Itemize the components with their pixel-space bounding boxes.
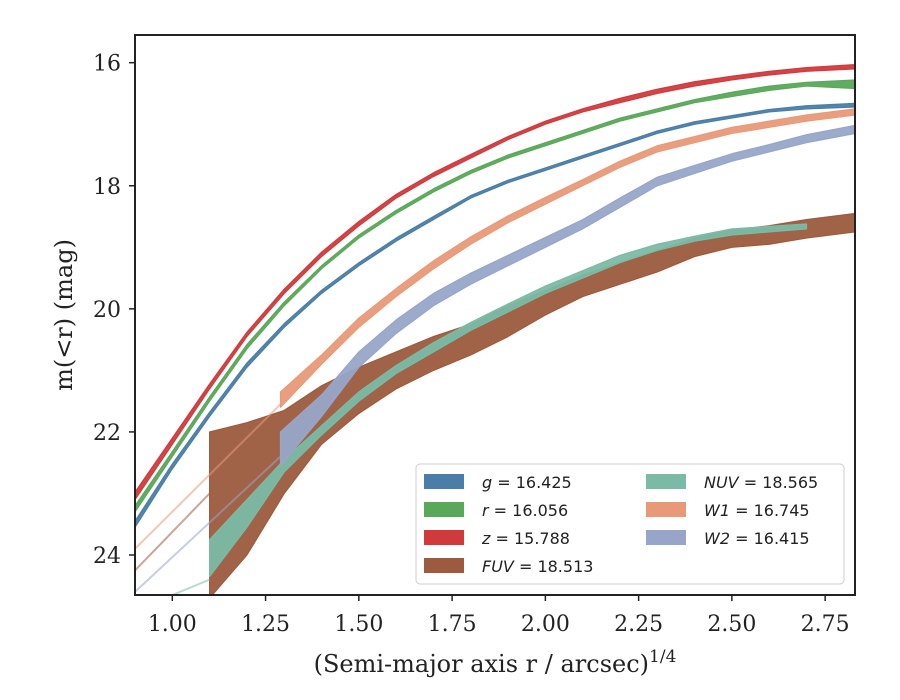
- x-tick-label: 2.75: [801, 612, 850, 637]
- x-axis-label-text: (Semi-major axis r / arcsec): [314, 650, 649, 678]
- legend-label-g: g = 16.425: [482, 473, 572, 492]
- x-axis-label-exponent: 1/4: [649, 647, 676, 667]
- axis-ticks: 1.00 1.25 1.50 1.75 2.00 2.25 2.50 2.75 16 18 20 22…: [93, 52, 850, 637]
- legend-label-fuv: FUV = 18.513: [482, 557, 593, 576]
- legend-swatch-w2: [646, 530, 686, 545]
- legend-label-z: z = 15.788: [481, 529, 570, 548]
- series-nuv-band: [209, 223, 808, 578]
- legend-swatch-w1: [646, 502, 686, 517]
- x-tick-label: 2.00: [521, 612, 570, 637]
- y-tick-label: 22: [93, 421, 121, 446]
- x-tick-label: 2.50: [707, 612, 756, 637]
- series-w2-faint-line: [135, 455, 282, 593]
- x-tick-label: 2.25: [614, 612, 663, 637]
- series-fuv-band: [209, 212, 855, 595]
- legend-swatch-nuv: [646, 474, 686, 489]
- series-z-band: [135, 63, 855, 501]
- series-w1-faint-line: [135, 403, 282, 550]
- y-tick-label: 16: [93, 52, 121, 77]
- y-tick-label: 20: [93, 298, 121, 323]
- series-w1-band: [279, 108, 855, 408]
- series-g-band: [135, 102, 855, 528]
- x-tick-label: 1.75: [428, 612, 477, 637]
- plot-area: [135, 63, 855, 595]
- legend-swatch-fuv: [424, 558, 464, 573]
- y-tick-label: 18: [93, 175, 121, 200]
- series-w2-band: [279, 124, 855, 467]
- x-tick-label: 1.00: [148, 612, 197, 637]
- legend-label-nuv: NUV = 18.565: [704, 473, 818, 492]
- y-axis-label: m(<r) (mag): [50, 239, 78, 391]
- legend-label-w2: W2 = 16.415: [704, 529, 810, 548]
- legend-box: [415, 463, 845, 585]
- y-tick-label: 24: [93, 544, 121, 569]
- legend-swatch-g: [424, 474, 464, 489]
- legend-label-w1: W1 = 16.745: [704, 501, 810, 520]
- legend-label-r: r = 16.056: [482, 501, 568, 520]
- series-r-band: [135, 79, 855, 513]
- series-fuv-faint-line: [135, 492, 211, 572]
- legend: g = 16.425 r = 16.056 z = 15.788 FUV = 18.5…: [415, 463, 845, 585]
- plot-frame: [134, 34, 856, 596]
- x-axis-label: (Semi-major axis r / arcsec)1/4: [314, 647, 677, 678]
- legend-swatch-z: [424, 530, 464, 545]
- x-tick-label: 1.50: [334, 612, 383, 637]
- x-tick-label: 1.25: [241, 612, 290, 637]
- series-nuv-faint-line: [171, 578, 210, 595]
- legend-swatch-r: [424, 502, 464, 517]
